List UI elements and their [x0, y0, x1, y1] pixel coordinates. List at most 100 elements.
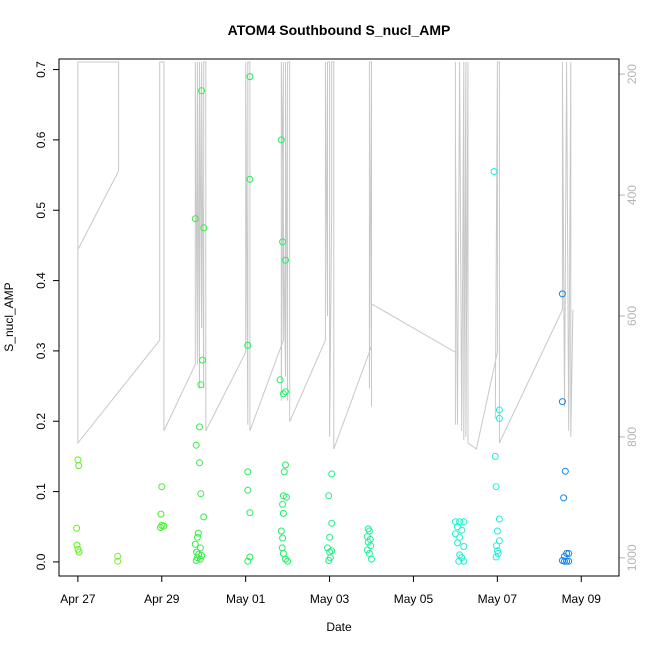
- data-point: [558, 398, 566, 406]
- data-point: [244, 468, 252, 476]
- data-point: [454, 539, 461, 547]
- data-point: [73, 524, 81, 532]
- data-point: [244, 557, 252, 565]
- x-tick-label: May 01: [226, 592, 266, 606]
- data-point: [193, 533, 201, 541]
- data-point: [495, 414, 503, 422]
- x-tick-label: May 07: [478, 592, 518, 606]
- data-point: [197, 490, 205, 498]
- x-tick-label: May 05: [394, 592, 434, 606]
- data-point: [460, 557, 468, 565]
- data-point: [279, 238, 287, 246]
- x-tick-label: May 03: [310, 592, 350, 606]
- data-point: [495, 515, 503, 523]
- data-point: [280, 468, 288, 476]
- data-point: [191, 540, 199, 548]
- data-point: [492, 553, 500, 561]
- data-point: [157, 524, 164, 531]
- data-point: [157, 510, 165, 518]
- x-tick-label: Apr 27: [60, 592, 96, 606]
- data-point: [198, 87, 206, 95]
- data-point: [279, 500, 287, 508]
- y2-tick-label: 400: [625, 185, 639, 205]
- data-point: [277, 136, 285, 144]
- plot-frame: [58, 58, 620, 577]
- data-point: [493, 527, 501, 535]
- data-point: [454, 523, 461, 531]
- data-point: [282, 555, 289, 563]
- data-point: [197, 381, 205, 389]
- data-point: [493, 547, 501, 555]
- data-point: [458, 526, 466, 534]
- x-tick-label: Apr 29: [144, 592, 180, 606]
- data-point: [282, 256, 289, 264]
- data-point: [279, 534, 287, 542]
- data-point: [200, 224, 208, 232]
- data-point: [328, 519, 336, 527]
- data-point: [368, 555, 375, 563]
- data-point: [282, 461, 289, 469]
- data-point: [196, 555, 204, 563]
- data-point: [192, 441, 200, 449]
- data-point: [460, 518, 468, 526]
- data-point: [160, 522, 168, 530]
- data-point: [246, 509, 254, 517]
- data-point: [495, 537, 503, 545]
- data-point: [75, 548, 83, 556]
- data-point: [246, 553, 254, 561]
- data-point: [326, 533, 334, 541]
- chart-title: ATOM4 Southbound S_nucl_AMP: [228, 22, 451, 38]
- y-tick-label: 0.7: [34, 61, 48, 78]
- data-point: [494, 550, 502, 557]
- data-point: [325, 492, 333, 500]
- data-point: [565, 557, 573, 565]
- data-point: [325, 557, 333, 564]
- data-point: [279, 390, 287, 398]
- data-point: [194, 529, 202, 537]
- data-point: [561, 557, 568, 565]
- y-tick-label: 0.4: [34, 272, 48, 289]
- data-point: [561, 467, 569, 475]
- data-point: [114, 557, 122, 565]
- data-point: [560, 494, 568, 502]
- depth-trace-line: [77, 61, 574, 450]
- data-point: [114, 552, 122, 560]
- data-point: [73, 541, 81, 549]
- data-point: [279, 509, 287, 517]
- data-point: [276, 376, 284, 384]
- data-point: [196, 544, 204, 552]
- data-point: [282, 388, 289, 396]
- data-point: [455, 557, 463, 565]
- data-point: [558, 290, 566, 298]
- data-point: [328, 470, 336, 478]
- data-point: [200, 513, 208, 521]
- depth-trace-layer: [77, 61, 574, 450]
- y2-tick-label: 800: [625, 427, 639, 447]
- y-tick-label: 0.2: [34, 413, 48, 430]
- y2-tick-label: 1000: [625, 544, 639, 571]
- axes-layer: 0.0 0.1 0.2 0.3 0.4 0.5 0.6 0.7 Apr 27 Apr 29 May …: [34, 61, 639, 606]
- data-point: [191, 215, 199, 223]
- y-tick-label: 0.1: [34, 483, 48, 500]
- x-tick-label: May 09: [562, 592, 602, 606]
- data-point: [246, 175, 254, 183]
- data-point: [563, 557, 571, 565]
- y-tick-label: 0.6: [34, 131, 48, 148]
- data-point: [158, 483, 166, 491]
- data-point: [460, 543, 468, 550]
- data-point: [451, 530, 459, 538]
- data-point: [199, 356, 206, 364]
- data-point: [493, 542, 500, 550]
- data-point: [244, 341, 252, 349]
- x-axis-label: Date: [326, 620, 352, 634]
- y2-tick-label: 600: [625, 306, 639, 326]
- points-layer: [73, 73, 573, 565]
- data-point: [492, 483, 500, 491]
- data-point: [491, 452, 499, 460]
- data-point: [277, 527, 285, 535]
- data-point: [363, 546, 371, 554]
- y-axis-label: S_nucl_AMP: [2, 282, 16, 351]
- data-point: [246, 73, 254, 81]
- data-point: [198, 552, 206, 560]
